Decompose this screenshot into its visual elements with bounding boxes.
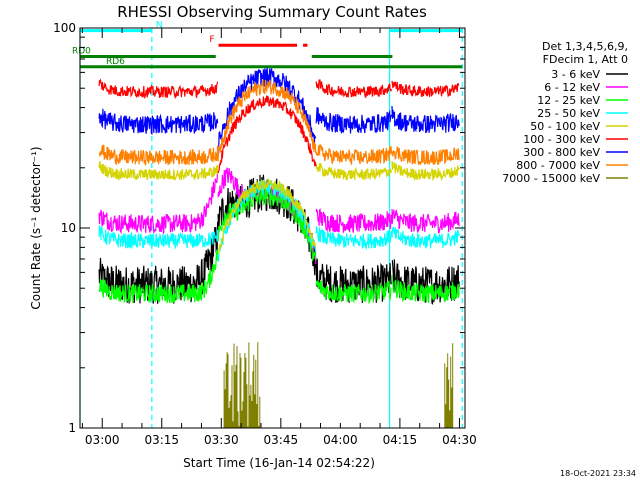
flag-label-n: N (156, 21, 163, 31)
series-line-2 (98, 186, 460, 305)
x-tick-label-1: 03:15 (144, 433, 179, 447)
series-line-3 (98, 178, 460, 262)
flag-label-f: F (209, 35, 214, 45)
x-tick-label-6: 04:30 (442, 433, 477, 447)
y-tick-label-2: 100 (53, 21, 76, 35)
x-tick-label-5: 04:15 (383, 433, 418, 447)
legend-entry-8: 7000 - 15000 keV (502, 172, 600, 185)
y-tick-label-0: 1 (68, 421, 76, 435)
y-axis: 1 10 100 (53, 21, 465, 435)
series-spikes-8-1 (444, 343, 454, 428)
legend-header-line-1: Det 1,3,4,5,6,9, (542, 40, 628, 53)
flag-label-rd0: RD0 (72, 47, 91, 57)
flag-label-rd6: RD6 (106, 57, 125, 67)
legend-entry-0: 3 - 6 keV (551, 68, 600, 81)
legend-entry-1: 6 - 12 keV (544, 81, 600, 94)
legend-entry-5: 100 - 300 keV (523, 133, 600, 146)
series-spikes-8-0 (223, 342, 261, 428)
x-axis-label: Start Time (16-Jan-14 02:54:22) (183, 456, 375, 470)
x-tick-label-0: 03:00 (85, 433, 120, 447)
series-line-4 (98, 161, 460, 255)
legend-entry-4: 50 - 100 keV (530, 120, 600, 133)
x-tick-label-2: 03:30 (204, 433, 239, 447)
x-tick-label-4: 04:00 (323, 433, 358, 447)
series-line-5 (98, 78, 460, 174)
legend-entry-2: 12 - 25 keV (537, 94, 600, 107)
flag-bars: N F RD0 RD6 (72, 21, 463, 69)
x-axis: 03:00 03:15 03:30 03:45 04:00 04:15 04:30 (81, 28, 477, 447)
series-line-6 (98, 67, 460, 154)
legend-entry-3: 25 - 50 keV (537, 107, 600, 120)
y-axis-label: Count Rate (s⁻¹ detector⁻¹) (29, 146, 43, 309)
legend: Det 1,3,4,5,6,9, FDecim 1, Att 0 3 - 6 k… (502, 40, 628, 185)
legend-entry-7: 800 - 7000 keV (516, 159, 600, 172)
series-lines (98, 67, 460, 428)
y-tick-label-1: 10 (61, 221, 76, 235)
series-line-7 (98, 79, 460, 166)
legend-entry-6: 300 - 800 keV (523, 146, 600, 159)
footer-date: 18-Oct-2021 23:34 (560, 469, 636, 478)
x-tick-label-3: 03:45 (264, 433, 299, 447)
chart-title: RHESSI Observing Summary Count Rates (117, 3, 427, 21)
legend-header-line-2: FDecim 1, Att 0 (543, 53, 628, 66)
